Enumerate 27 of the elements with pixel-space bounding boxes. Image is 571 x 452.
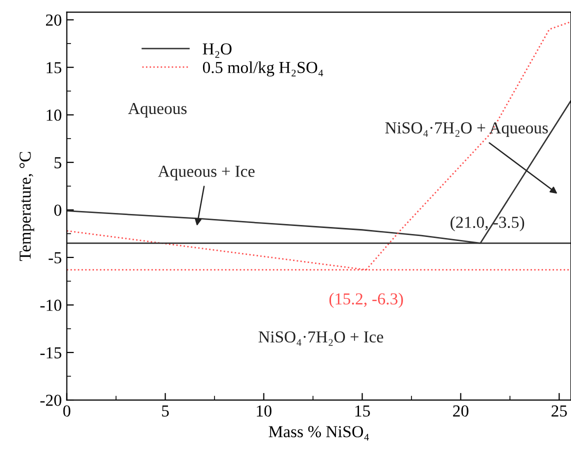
x-tick-label: 20 bbox=[453, 405, 468, 417]
line-series bbox=[66, 21, 571, 270]
x-tick-label: 5 bbox=[162, 406, 169, 417]
annotation: NiSO₄·7H₂O + Ice bbox=[258, 331, 384, 346]
y-axis-title: Temperature, °C bbox=[20, 152, 34, 261]
y-tick-label: -15 bbox=[40, 347, 62, 358]
y-tick-label: 15 bbox=[46, 62, 62, 74]
legend-label: H₂O bbox=[202, 43, 232, 58]
annotation: (21.0, -3.5) bbox=[450, 216, 524, 232]
x-tick-label: 0 bbox=[63, 405, 70, 417]
annotation: Aqueous bbox=[128, 102, 187, 118]
legend-label: 0.5 mol/kg H₂SO₄ bbox=[202, 61, 324, 77]
annotation: (15.2, -6.3) bbox=[329, 292, 403, 308]
y-tick-label: -5 bbox=[48, 252, 62, 264]
line-series bbox=[66, 100, 571, 244]
x-tick-label: 25 bbox=[552, 405, 567, 417]
x-tick-label: 15 bbox=[355, 405, 370, 417]
y-tick-label: -20 bbox=[40, 394, 62, 406]
x-tick-label: 10 bbox=[256, 405, 272, 417]
y-tick-label: 10 bbox=[46, 110, 62, 121]
y-tick-label: -10 bbox=[40, 300, 62, 311]
y-tick-label: 0 bbox=[54, 204, 62, 216]
y-tick-label: 5 bbox=[54, 157, 62, 168]
annotation: Aqueous + Ice bbox=[158, 166, 255, 180]
x-axis-title: Mass % NiSO₄ bbox=[268, 426, 369, 440]
y-tick-label: 20 bbox=[46, 14, 62, 26]
annotation: NiSO₄·7H₂O + Aqueous bbox=[385, 122, 548, 137]
